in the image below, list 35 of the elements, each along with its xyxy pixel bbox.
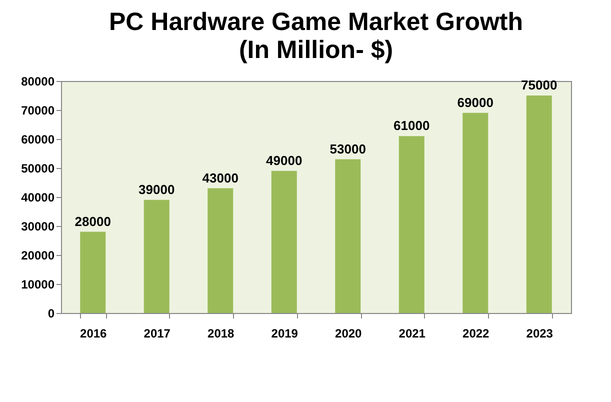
data-label: 75000 (521, 78, 558, 92)
data-label: 61000 (394, 118, 430, 134)
y-tick-label: 60000 (21, 132, 55, 146)
bar (208, 188, 234, 313)
data-label: 28000 (74, 214, 111, 229)
x-tick-label: 2017 (144, 326, 171, 340)
bar (144, 200, 170, 313)
x-tick-label: 2021 (398, 326, 426, 340)
y-tick-label: 10000 (21, 278, 55, 292)
bar (398, 136, 424, 313)
x-tick-label: 2018 (208, 326, 235, 340)
y-tick-label: 40000 (21, 190, 55, 204)
y-tick-label: 70000 (21, 104, 55, 118)
data-label: 43000 (202, 170, 238, 186)
x-tick-label: 2022 (462, 326, 490, 340)
chart-title: PC Hardware Game Market Growth (108, 8, 524, 36)
x-tick-label: 2019 (271, 326, 298, 340)
y-tick-label: 30000 (21, 220, 55, 234)
x-tick-label: 2020 (335, 326, 362, 340)
x-tick-label: 2016 (80, 326, 108, 340)
y-tick-label: 50000 (21, 162, 55, 176)
y-tick-label: 20000 (21, 248, 55, 262)
bar (80, 232, 106, 313)
y-tick-label: 80000 (21, 74, 55, 88)
data-label: 69000 (457, 94, 494, 110)
bar (335, 159, 361, 313)
bar (526, 96, 552, 313)
data-label: 53000 (330, 141, 366, 156)
y-tick-label: 0 (48, 306, 55, 320)
data-label: 39000 (138, 182, 175, 197)
bar (462, 112, 488, 313)
x-tick-label: 2023 (526, 326, 554, 340)
data-label: 49000 (266, 152, 302, 168)
bar (271, 170, 297, 313)
chart-subtitle: (In Million- $) (238, 36, 394, 64)
